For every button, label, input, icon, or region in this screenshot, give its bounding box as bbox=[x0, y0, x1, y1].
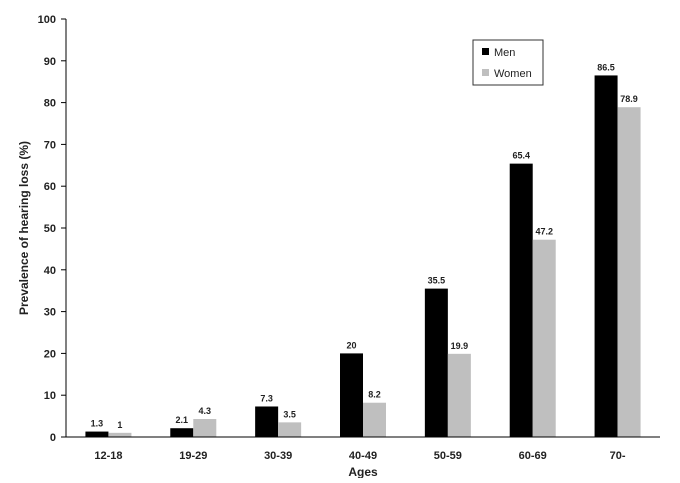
data-label-women-50-59: 19.9 bbox=[451, 341, 469, 351]
x-tick-label: 30-39 bbox=[264, 450, 292, 462]
y-tick-label: 40 bbox=[44, 265, 56, 277]
legend-label-women: Women bbox=[494, 68, 532, 80]
data-label-women-30-39: 3.5 bbox=[283, 409, 296, 419]
data-label-men-50-59: 35.5 bbox=[428, 276, 446, 286]
legend-label-men: Men bbox=[494, 47, 515, 59]
x-tick-label: 50-59 bbox=[434, 450, 462, 462]
data-label-women-12-18: 1 bbox=[117, 420, 122, 430]
bar-women-70- bbox=[617, 107, 641, 437]
y-tick-label: 100 bbox=[38, 14, 56, 26]
bar-men-50-59 bbox=[424, 288, 448, 437]
bar-men-40-49 bbox=[340, 353, 363, 437]
bars bbox=[85, 75, 641, 438]
legend-swatch-men bbox=[482, 48, 489, 55]
legend: Men Women bbox=[472, 39, 544, 86]
data-label-men-60-69: 65.4 bbox=[512, 151, 530, 161]
legend-box bbox=[472, 39, 544, 86]
bar-women-12-18 bbox=[108, 432, 132, 437]
data-label-men-12-18: 1.3 bbox=[91, 419, 104, 429]
bar-women-60-69 bbox=[532, 239, 556, 437]
y-tick-label: 50 bbox=[44, 223, 56, 235]
y-tick-label: 20 bbox=[44, 348, 56, 360]
y-tick-label: 60 bbox=[44, 181, 56, 193]
y-axis-title: Prevalence of hearing loss (%) bbox=[17, 141, 31, 315]
y-axis-ticks: 0 10 20 30 40 50 60 70 80 90 100 bbox=[38, 14, 66, 444]
bar-women-30-39 bbox=[278, 422, 302, 437]
y-tick-label: 80 bbox=[44, 98, 56, 110]
bar-women-19-29 bbox=[193, 419, 217, 437]
bar-men-19-29 bbox=[170, 428, 194, 437]
y-tick-label: 90 bbox=[44, 56, 56, 68]
legend-swatch-women bbox=[482, 69, 489, 76]
x-tick-label: 60-69 bbox=[519, 450, 547, 462]
x-tick-label: 40-49 bbox=[349, 450, 377, 462]
data-labels: 1.3 1 2.1 4.3 7.3 3.5 20 8.2 35.5 19.9 65.4 47.2 86.… bbox=[91, 62, 638, 429]
x-tick-label: 19-29 bbox=[179, 450, 207, 462]
y-tick-label: 70 bbox=[44, 139, 56, 151]
y-tick-label: 10 bbox=[44, 390, 56, 402]
data-label-men-30-39: 7.3 bbox=[260, 393, 273, 403]
data-label-men-70-: 86.5 bbox=[597, 62, 615, 72]
data-label-women-60-69: 47.2 bbox=[535, 227, 553, 237]
bar-men-12-18 bbox=[85, 431, 109, 437]
data-label-women-70-: 78.9 bbox=[620, 94, 638, 104]
bar-men-30-39 bbox=[255, 406, 279, 437]
x-axis-ticks: 12-18 19-29 30-39 40-49 50-59 60-69 70- bbox=[94, 450, 625, 462]
x-tick-label: 12-18 bbox=[94, 450, 122, 462]
data-label-women-19-29: 4.3 bbox=[199, 406, 212, 416]
data-label-men-40-49: 20 bbox=[346, 340, 356, 350]
x-tick-label: 70- bbox=[610, 450, 626, 462]
data-label-women-40-49: 8.2 bbox=[368, 390, 381, 400]
bar-men-70- bbox=[594, 75, 618, 438]
y-tick-label: 30 bbox=[44, 307, 56, 319]
bar-men-60-69 bbox=[509, 163, 533, 438]
bar-women-50-59 bbox=[447, 353, 471, 437]
y-tick-label: 0 bbox=[50, 432, 56, 444]
x-axis-title: Ages bbox=[348, 465, 378, 478]
data-label-men-19-29: 2.1 bbox=[176, 415, 189, 425]
bar-women-40-49 bbox=[363, 402, 386, 437]
